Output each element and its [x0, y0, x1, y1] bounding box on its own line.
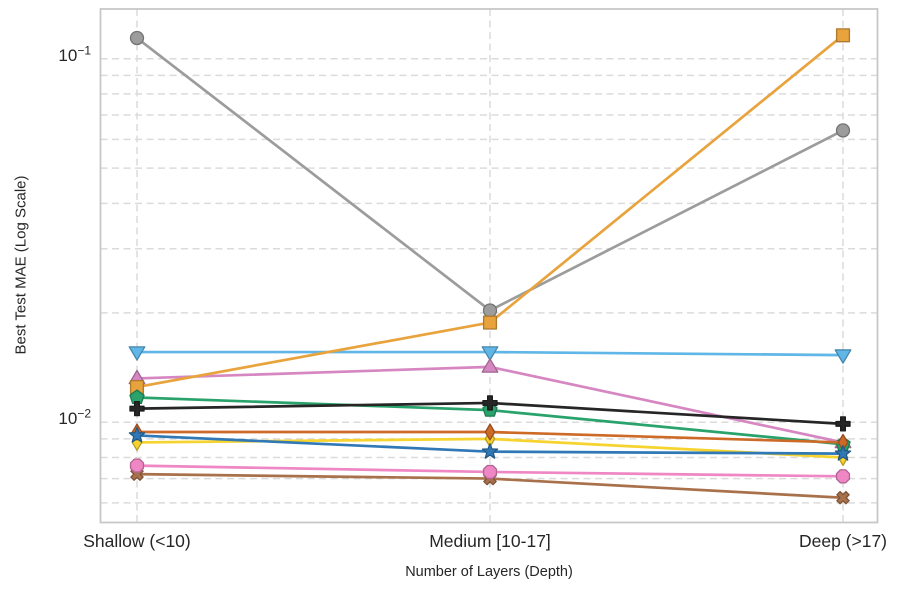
x-tick-label: Deep (>17) [798, 531, 888, 551]
series-marker-steelblue-star [834, 444, 852, 461]
y-tick-label: 10−2 [58, 406, 91, 429]
series-marker-skyblue-triangle-down [481, 346, 499, 361]
x-axis-label: Number of Layers (Depth) [405, 564, 573, 580]
series-marker-black-plus [129, 401, 145, 417]
y-axis-label: Best Test MAE (Log Scale) [12, 175, 30, 355]
series-marker-pink-octagon [129, 458, 145, 473]
x-tick-label: Shallow (<10) [83, 531, 191, 551]
x-tick-label: Medium [10-17] [429, 531, 551, 551]
series-marker-pink-octagon [482, 464, 498, 480]
series-marker-gray-circle [129, 30, 145, 46]
series-marker-orange-square [482, 315, 498, 330]
series-marker-steelblue-star [481, 443, 499, 459]
series-marker-gray-circle [482, 303, 498, 318]
series-marker-chocolate-thin-diamond [484, 423, 496, 441]
series-marker-skyblue-triangle-down [128, 346, 146, 361]
series-marker-black-plus [835, 416, 851, 432]
series-marker-orchid-triangle-up [481, 358, 499, 373]
series-marker-black-plus [482, 395, 498, 411]
series-marker-gray-circle [835, 123, 851, 138]
series-marker-brown-x [836, 490, 850, 505]
series-marker-steelblue-star [128, 426, 146, 443]
series-marker-pink-octagon [835, 469, 851, 484]
axes-spines [99, 8, 879, 524]
series-marker-orange-square [129, 379, 145, 395]
y-tick-label: 10−1 [58, 43, 91, 65]
series-marker-skyblue-triangle-down [834, 349, 852, 364]
series-marker-orange-square [835, 28, 851, 43]
